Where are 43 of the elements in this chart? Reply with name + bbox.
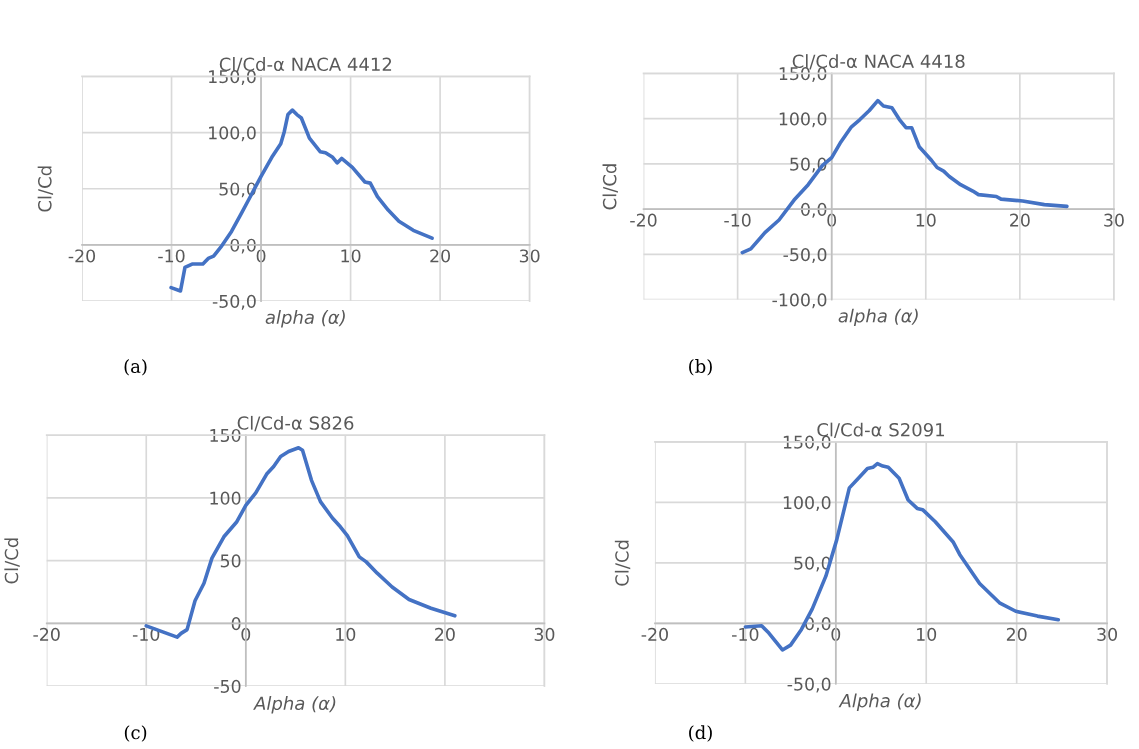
y-tick-label: -50,0 xyxy=(787,677,831,693)
y-tick-label: 100,0 xyxy=(209,126,256,142)
y-tick-label: 100 xyxy=(210,491,241,505)
x-tick-label: -10 xyxy=(158,249,185,263)
y-tick-label: -50 xyxy=(214,679,241,693)
x-tick-label: 0 xyxy=(256,249,266,263)
x-tick-label: 10 xyxy=(341,249,361,263)
x-tick-label: -10 xyxy=(732,627,759,641)
x-tick-label: 20 xyxy=(430,249,450,263)
y-tick-label: -100,0 xyxy=(772,293,827,309)
x-tick-label: 10 xyxy=(336,627,356,641)
x-tick-label: 30 xyxy=(1097,627,1117,641)
x-tick-label: 20 xyxy=(435,627,455,641)
y-tick-label: -50,0 xyxy=(212,294,256,310)
x-tick-label: -20 xyxy=(641,627,668,641)
y-tick-label: -50,0 xyxy=(783,248,827,263)
x-axis-title: alpha (α) xyxy=(265,310,345,328)
x-tick-label: 10 xyxy=(917,627,937,641)
y-tick-label: 100,0 xyxy=(779,112,827,128)
text: (b) xyxy=(689,359,712,376)
x-axis-title: Alpha (α) xyxy=(838,693,921,711)
x-tick-label: -20 xyxy=(68,249,96,263)
x-tick-label: 10 xyxy=(916,213,936,227)
y-axis-title: Cl/Cd xyxy=(37,166,54,212)
y-tick-label: 50 xyxy=(220,554,241,568)
y-tick-label: 0 xyxy=(231,617,241,631)
text: (d) xyxy=(689,725,712,742)
x-tick-label: 30 xyxy=(519,249,540,263)
y-tick-label: 100,0 xyxy=(783,496,831,512)
y-axis-title: Cl/Cd xyxy=(614,540,631,586)
x-tick-label: 20 xyxy=(1010,213,1030,227)
x-tick-label: -20 xyxy=(33,627,60,641)
x-tick-label: 20 xyxy=(1006,627,1027,641)
x-tick-label: -20 xyxy=(630,213,657,227)
x-tick-label: 30 xyxy=(1104,213,1124,227)
text: (a) xyxy=(124,359,147,376)
x-tick-label: 30 xyxy=(534,627,555,641)
y-axis-title: Cl/Cd xyxy=(602,164,618,210)
text: (c) xyxy=(124,725,147,742)
x-axis-title: Alpha (α) xyxy=(253,696,336,714)
y-axis-title: Cl/Cd xyxy=(4,538,20,584)
x-tick-label: -10 xyxy=(724,213,751,227)
x-axis-title: alpha (α) xyxy=(838,308,918,327)
